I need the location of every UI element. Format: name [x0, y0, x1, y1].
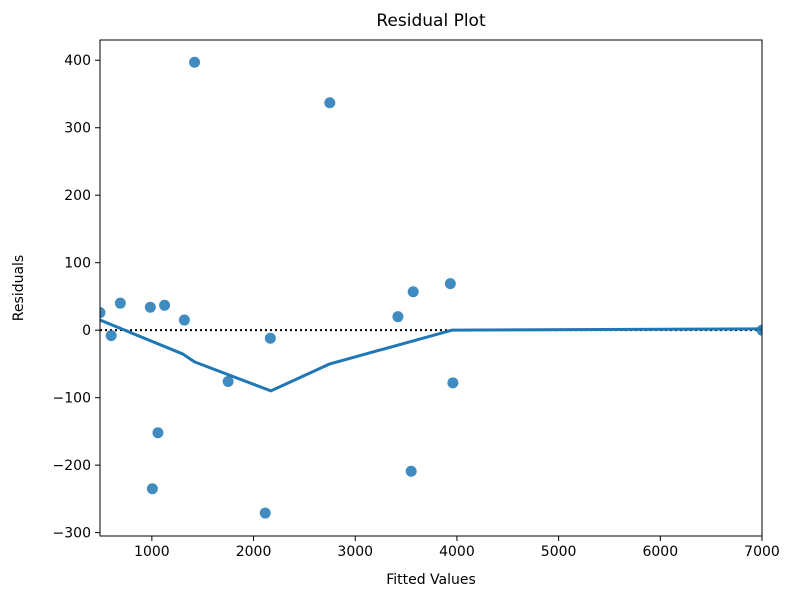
y-tick-label: 100 [64, 256, 91, 272]
residual-point [178, 314, 190, 326]
x-tick-label: 6000 [642, 544, 678, 560]
plot-frame [99, 39, 763, 537]
residual-point [159, 299, 171, 311]
y-tick-label: 200 [64, 188, 91, 204]
x-tick-label: 4000 [439, 544, 475, 560]
residual-point [144, 301, 156, 313]
residual-point [259, 507, 271, 519]
y-tick-label: −300 [53, 526, 91, 542]
residual-point [189, 56, 201, 68]
residual-point [324, 97, 336, 109]
y-tick-label: −200 [53, 458, 91, 474]
y-tick-label: 400 [64, 53, 91, 69]
y-axis-ticks: −300 −200 −100 0 100 200 300 400 [53, 53, 100, 542]
residual-point [105, 330, 117, 342]
x-tick-label: 1000 [134, 544, 170, 560]
residual-point [222, 375, 234, 387]
y-tick-label: 0 [82, 323, 91, 339]
plot-area [100, 56, 762, 519]
y-axis-label: Residuals [11, 255, 27, 321]
residual-point [444, 278, 456, 290]
residual-point [114, 297, 126, 309]
x-axis-label: Fitted Values [386, 572, 476, 588]
x-tick-label: 7000 [744, 544, 780, 560]
lowess-trend-line [100, 318, 762, 393]
x-tick-label: 5000 [541, 544, 577, 560]
residual-point [146, 483, 158, 495]
residual-point [447, 377, 459, 389]
chart-title: Residual Plot [376, 11, 486, 31]
y-tick-label: −100 [53, 391, 91, 407]
residual-point [392, 311, 404, 323]
y-tick-label: 300 [64, 121, 91, 137]
x-tick-label: 2000 [236, 544, 272, 560]
residual-point [264, 332, 276, 344]
residual-point [405, 465, 417, 477]
residual-point [407, 286, 419, 298]
x-tick-label: 3000 [337, 544, 373, 560]
x-axis-ticks: 1000 2000 3000 4000 5000 6000 7000 [134, 536, 780, 560]
residual-point [152, 427, 164, 439]
residual-point [100, 307, 106, 319]
